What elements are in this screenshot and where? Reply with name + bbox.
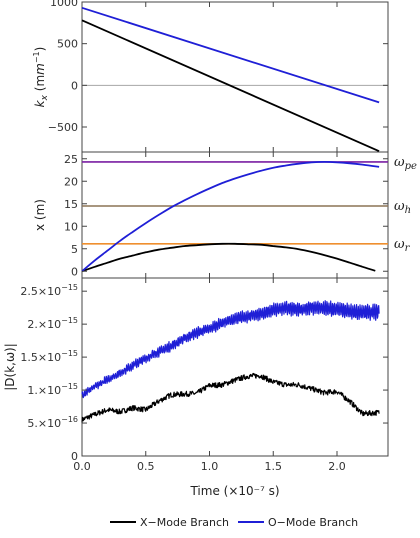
legend: X−Mode Branch O−Mode Branch <box>110 516 358 529</box>
reference-label-r: ωr <box>394 237 411 254</box>
y-tick-label: −500 <box>48 121 78 134</box>
legend-label-o-mode: O−Mode Branch <box>268 516 358 529</box>
y-tick-label: 10 <box>64 220 78 233</box>
y-tick-label: 1.5×10−15 <box>20 349 78 364</box>
series-x-mode-branch <box>81 372 380 423</box>
panel-dispersion-frame <box>81 277 389 457</box>
x-tick-label: 0.5 <box>137 460 155 473</box>
series-x-mode-branch <box>81 19 380 153</box>
x-tick-label: 1.5 <box>265 460 283 473</box>
y-tick-label: 0 <box>71 79 78 92</box>
panel-position: 0 5 10 15 20 25 ωpe ωh ωr x (m) <box>33 151 417 279</box>
panel-dispersion-ylabel: |D(k,ω)| <box>3 343 17 391</box>
y-tick-label: 500 <box>57 38 78 51</box>
y-tick-label: 2.×10−15 <box>27 316 78 331</box>
x-tick-label: 0.0 <box>73 460 91 473</box>
y-tick-label: 5 <box>71 243 78 256</box>
x-tick-label: 2.0 <box>328 460 346 473</box>
series-o-mode-branch <box>81 6 380 104</box>
y-tick-label: 15 <box>64 198 78 211</box>
panel-dispersion: 0 5.×10−16 1.×10−15 1.5×10−15 2.×10−15 2.5×10… <box>3 277 389 498</box>
panel-position-ylabel: x (m) <box>33 199 47 231</box>
x-axis-label: Time (×10⁻⁷ s) <box>189 484 279 498</box>
panel-kx: 1000 500 0 −500 kx (mm−1) <box>32 0 389 153</box>
series-o-mode-branch <box>81 300 380 399</box>
legend-label-x-mode: X−Mode Branch <box>140 516 229 529</box>
y-tick-label: 1.×10−15 <box>27 382 78 397</box>
y-tick-label: 2.5×10−15 <box>20 283 78 298</box>
reference-label-pe: ωpe <box>394 155 417 172</box>
y-tick-label: 5.×10−16 <box>27 415 78 430</box>
panel-kx-frame <box>81 1 389 153</box>
x-tick-label: 1.0 <box>201 460 219 473</box>
panel-position-frame <box>81 151 389 279</box>
reference-label-h: ωh <box>394 199 411 216</box>
panel-kx-ylabel: kx (mm−1) <box>32 47 50 108</box>
series-x-mode-branch <box>81 242 376 273</box>
y-tick-label: 0 <box>71 265 78 278</box>
y-tick-label: 20 <box>64 175 78 188</box>
series-o-mode-branch <box>81 161 380 272</box>
y-tick-label: 0 <box>71 450 78 463</box>
y-tick-label: 25 <box>64 153 78 166</box>
y-tick-label: 1000 <box>50 0 78 9</box>
